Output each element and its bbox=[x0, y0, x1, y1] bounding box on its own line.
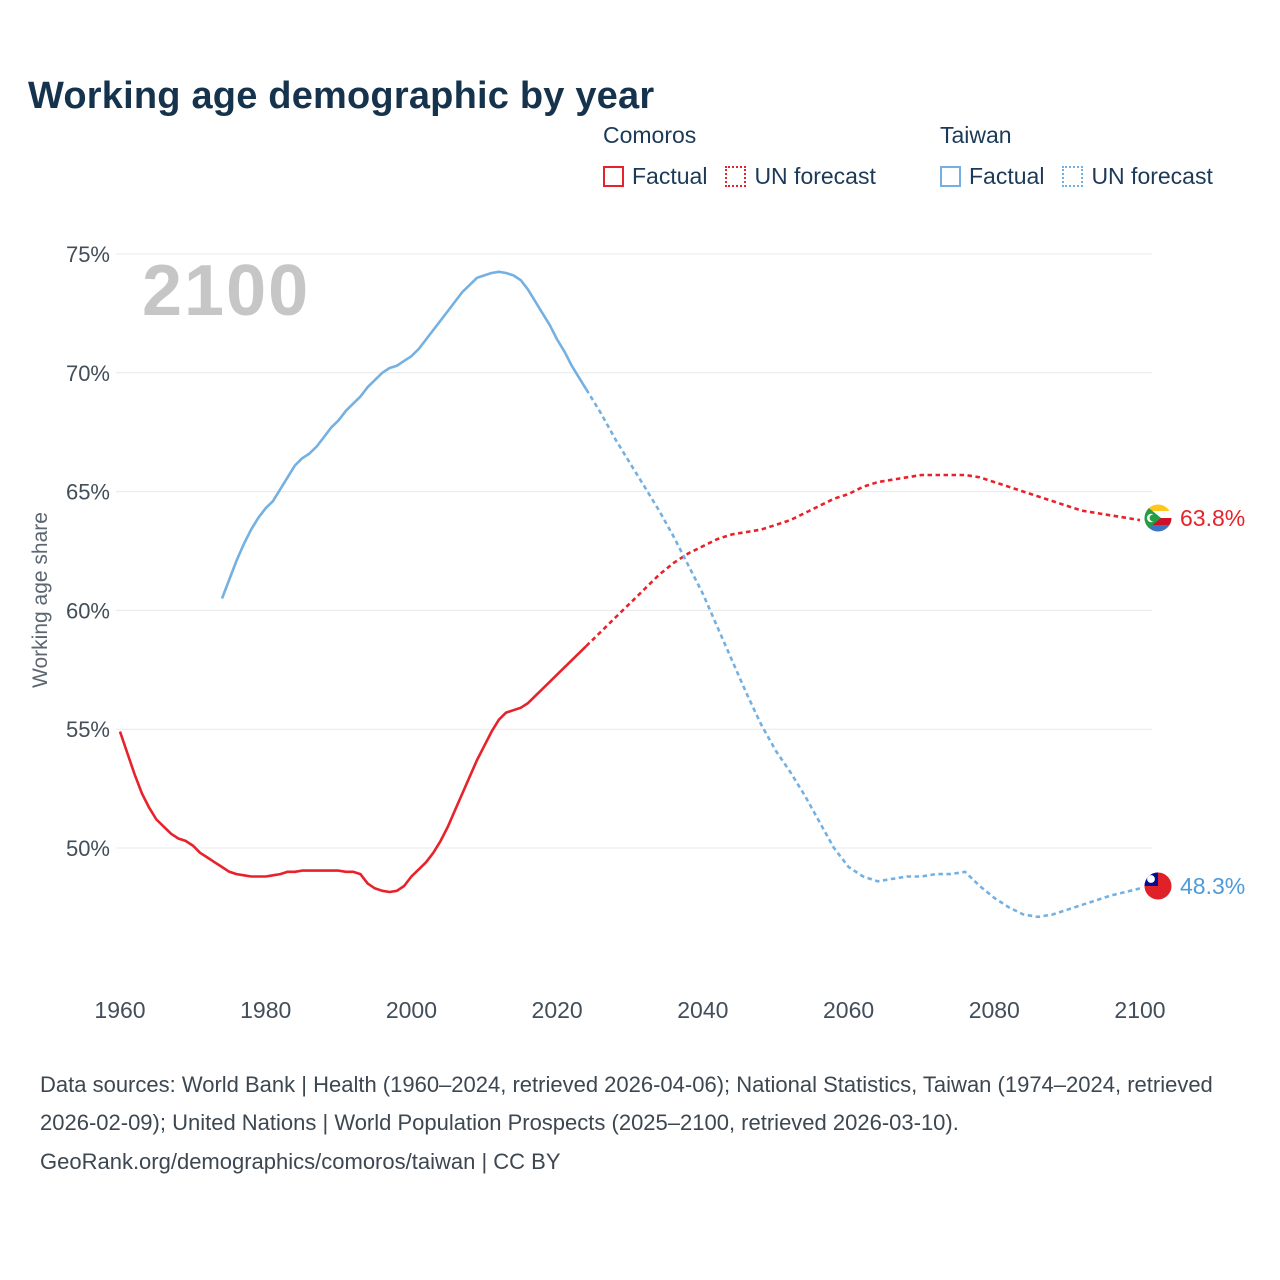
series-comoros-un-forecast bbox=[585, 473, 1141, 647]
end-value-comoros: 63.8% bbox=[1180, 504, 1246, 531]
series-taiwan-factual bbox=[220, 270, 588, 599]
x-tick-label: 2040 bbox=[677, 997, 728, 1023]
legend-item-comoros-forecast[interactable]: UN forecast bbox=[725, 163, 876, 190]
end-label-taiwan: 48.3% bbox=[1144, 872, 1245, 900]
y-tick-label: 65% bbox=[66, 480, 110, 505]
x-tick-label: 2100 bbox=[1114, 997, 1165, 1023]
x-tick-label: 2080 bbox=[969, 997, 1020, 1023]
x-tick-label: 1980 bbox=[240, 997, 291, 1023]
legend-group-comoros: Comoros Factual UN forecast bbox=[603, 122, 876, 190]
x-tick-label: 2000 bbox=[386, 997, 437, 1023]
page-title: Working age demographic by year bbox=[28, 75, 655, 118]
dashed-line-swatch-icon bbox=[1062, 166, 1084, 187]
legend-group-taiwan-title: Taiwan bbox=[940, 122, 1012, 148]
series-comoros-factual bbox=[118, 645, 588, 894]
legend-item-taiwan-factual[interactable]: Factual bbox=[940, 163, 1044, 190]
legend-group-comoros-title: Comoros bbox=[603, 122, 697, 148]
end-value-taiwan: 48.3% bbox=[1180, 872, 1246, 899]
y-tick-label: 70% bbox=[66, 361, 110, 386]
georank-attribution-link[interactable]: GeoRank.org/demographics/comoros/taiwan … bbox=[40, 1149, 561, 1174]
y-tick-label: 50% bbox=[66, 836, 110, 861]
y-tick-label: 60% bbox=[66, 598, 110, 623]
legend-group-taiwan: Taiwan Factual UN forecast bbox=[940, 122, 1213, 190]
series-taiwan-un-forecast bbox=[585, 388, 1141, 919]
y-tick-label: 55% bbox=[66, 717, 110, 742]
solid-line-swatch-icon bbox=[603, 166, 624, 187]
x-tick-label: 1960 bbox=[94, 997, 145, 1023]
watermark-year: 2100 bbox=[142, 251, 311, 331]
x-tick-label: 2060 bbox=[823, 997, 874, 1023]
end-label-comoros: 63.8% bbox=[1144, 504, 1245, 532]
legend-item-label: UN forecast bbox=[1091, 163, 1213, 189]
legend-item-taiwan-forecast[interactable]: UN forecast bbox=[1062, 163, 1213, 190]
x-tick-label: 2020 bbox=[532, 997, 583, 1023]
footer: Data sources: World Bank | Health (1960–… bbox=[40, 1066, 1252, 1181]
legend-item-label: Factual bbox=[632, 163, 708, 189]
taiwan-flag-icon bbox=[1144, 872, 1172, 900]
legend-item-comoros-factual[interactable]: Factual bbox=[603, 163, 707, 190]
legend-item-label: Factual bbox=[969, 163, 1045, 189]
y-tick-label: 75% bbox=[66, 242, 110, 267]
comoros-flag-icon bbox=[1144, 504, 1172, 532]
dashed-line-swatch-icon bbox=[725, 166, 747, 187]
data-sources-text: Data sources: World Bank | Health (1960–… bbox=[40, 1072, 1213, 1135]
solid-line-swatch-icon bbox=[940, 166, 961, 187]
legend-item-label: UN forecast bbox=[754, 163, 876, 189]
